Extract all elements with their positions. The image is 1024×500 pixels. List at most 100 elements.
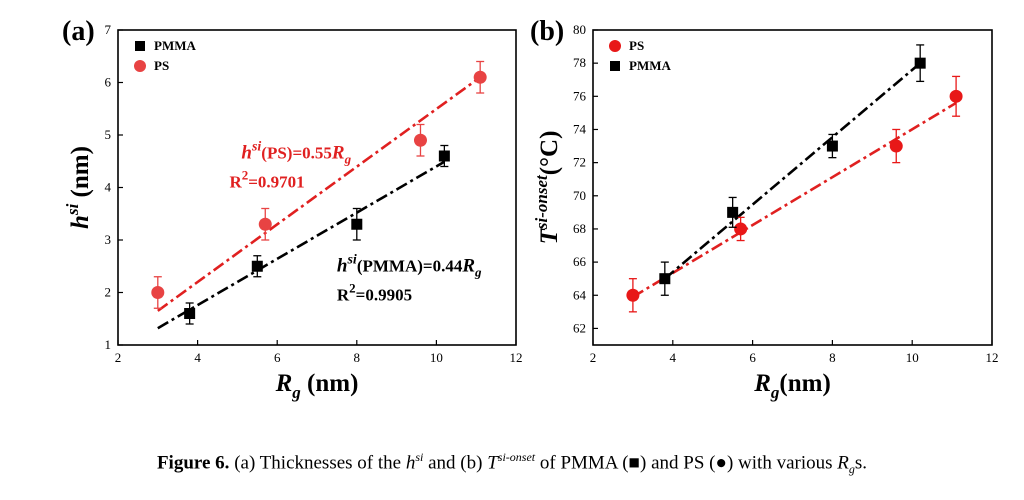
data-point-square [659,273,671,285]
x-tick-label: 6 [274,350,281,365]
x-axis-label-base: R [753,370,771,397]
caption-t-base: T [487,452,498,474]
legend-marker-circle [134,60,146,72]
x-tick-label: 10 [906,350,919,365]
annotation: R2=0.9701 [229,168,304,192]
data-point-square [727,206,739,218]
y-tick-label: 80 [573,22,586,37]
x-axis-label-unit: (nm) [779,370,830,397]
y-axis-label: hsi (nm) [63,146,94,229]
y-axis-label-base: T [536,227,563,244]
y-tick-label: 7 [105,22,112,37]
annotation-tail: R [461,256,475,277]
x-tick-label: 4 [670,350,677,365]
caption-r-base: R [837,452,849,474]
legend-label: PMMA [629,58,671,73]
figure-caption: Figure 6. (a) Thicknesses of the hsi and… [0,450,1024,477]
x-axis-label: Rg(nm) [753,370,831,402]
caption-part3: of PMMA (■) and PS (●) with various [535,452,838,474]
x-tick-label: 12 [986,350,999,365]
y-tick-label: 68 [573,221,586,236]
annotation-tail: R [331,143,345,164]
y-tick-label: 5 [105,127,112,142]
x-axis-label-unit: (nm) [301,370,359,397]
legend-marker-square [610,61,620,71]
y-tick-label: 74 [573,121,587,136]
y-tick-label: 64 [573,287,587,302]
fit-line [157,160,446,330]
data-point-square [914,57,926,69]
y-tick-label: 76 [573,88,587,103]
caption-part4: s. [854,452,868,474]
data-point-square [438,150,450,162]
x-tick-label: 6 [749,350,756,365]
data-point-circle [473,70,487,84]
annotation-tail: =0.9905 [356,285,412,304]
y-axis-label: Tsi-onset(°C) [532,131,563,245]
x-tick-label: 12 [510,350,523,365]
x-tick-label: 8 [354,350,361,365]
x-axis-label-sub: g [770,383,780,402]
annotation-sup: 2 [349,280,356,295]
annotation: hsi(PS)=0.55Rg [241,140,351,167]
data-point-circle [151,286,165,299]
x-tick-label: 8 [829,350,836,365]
caption-h-sup: si [415,450,424,464]
legend-marker-square [135,41,145,51]
x-axis-label-base: R [275,370,293,397]
annotation-base: h [241,143,252,164]
panel-label: (a) [62,16,95,47]
data-point-circle [734,222,748,236]
y-axis-label-sup: si [63,203,82,216]
x-tick-label: 10 [430,350,443,365]
data-point-square [184,308,196,319]
caption-r-sub: g [848,462,855,477]
caption-part2: and (b) [423,452,488,474]
legend-marker-circle [609,40,621,52]
data-point-circle [413,133,427,147]
annotation-base: h [337,256,348,277]
y-axis-label-base: h [67,215,94,229]
y-tick-label: 78 [573,55,586,70]
plot-frame [592,29,993,346]
fit-line [157,76,481,312]
data-point-circle [949,89,963,103]
data-point-circle [889,139,903,153]
annotation-sub: g [344,152,352,167]
chart-b: 2 4 6 8 10 1262646668707274767880(b)Rg(nm)Tsi… [530,16,999,402]
annotation-text: R [229,173,242,192]
annotation: R2=0.9905 [337,280,412,304]
annotation: hsi(PMMA)=0.44Rg [337,253,482,280]
annotation-text: (PS)=0.55 [261,144,332,163]
y-tick-label: 1 [105,337,112,352]
caption-label: Figure 6. [156,452,230,474]
y-axis-label-unit: (nm) [67,146,94,204]
panel-label: (b) [530,16,564,47]
y-tick-label: 2 [105,285,112,300]
annotation-sub: g [474,265,482,280]
caption-part1: (a) Thicknesses of the [229,452,406,474]
y-tick-label: 4 [105,180,112,195]
y-axis-label-unit: (°C) [536,131,563,176]
legend-label: PMMA [154,38,196,53]
annotation-text: (PMMA)=0.44 [357,257,463,276]
annotation-sup: si [251,140,261,155]
data-point-square [251,260,263,272]
x-tick-label: 2 [115,350,122,365]
y-tick-label: 3 [105,232,112,247]
fit-line [663,62,922,280]
x-tick-label: 4 [194,350,201,365]
legend-label: PS [154,58,169,73]
caption-t-sup: si-onset [497,450,536,464]
y-axis-label-sup: si-onset [532,174,551,230]
data-point-circle [258,217,272,231]
annotation-tail: =0.9701 [248,173,304,192]
y-tick-label: 70 [573,188,586,203]
y-tick-label: 6 [105,75,112,90]
legend-label: PS [629,38,644,53]
annotation-text: R [337,285,350,304]
data-point-square [826,140,838,152]
x-tick-label: 2 [590,350,597,365]
